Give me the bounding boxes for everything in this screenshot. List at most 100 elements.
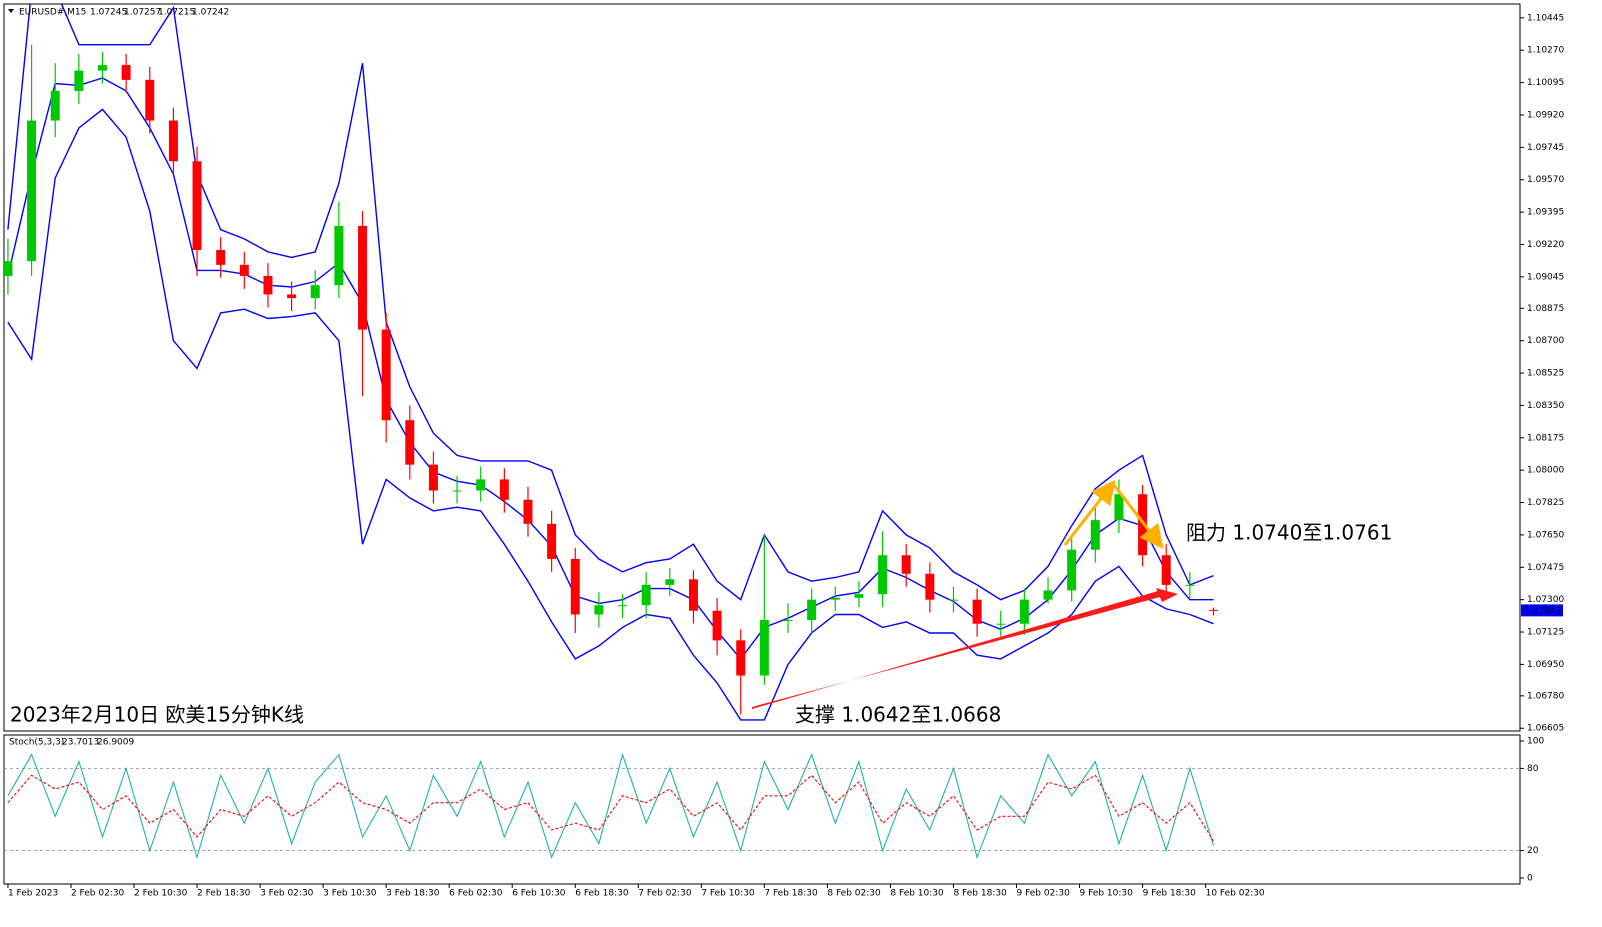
x-tick-label: 7 Feb 18:30 (764, 889, 818, 899)
down-arrow (1112, 484, 1164, 550)
candle-body (996, 623, 1006, 625)
candle-body (523, 499, 533, 524)
y-tick-label: 1.07825 (1527, 498, 1564, 508)
candle-body (712, 610, 722, 641)
y-tick-label: 1.07300 (1527, 595, 1564, 605)
candle-body (263, 275, 273, 295)
candle-body (287, 294, 297, 299)
candle-body (192, 161, 202, 251)
bollinger-upper (7, 4, 1214, 601)
candle-body (901, 555, 911, 574)
header-high: 1.07257 (124, 8, 161, 18)
candle-body (665, 579, 675, 585)
x-tick-label: 3 Feb 10:30 (323, 889, 377, 899)
candle-body (381, 329, 391, 421)
candle-body (428, 464, 438, 491)
candle-body (1090, 520, 1100, 550)
candle-body (1185, 584, 1195, 586)
x-tick-label: 9 Feb 02:30 (1017, 889, 1071, 899)
dropdown-icon (8, 9, 14, 13)
candle-body (570, 558, 580, 615)
candle-body (925, 573, 935, 600)
x-tick-label: 6 Feb 02:30 (449, 889, 503, 899)
candle-body (830, 597, 840, 600)
candle-body (27, 120, 37, 262)
bollinger-lower (7, 108, 1214, 721)
header-open: 1.07245 (90, 8, 127, 18)
candle-body (50, 90, 60, 121)
candle-body (310, 285, 320, 299)
candle-body (736, 640, 746, 676)
y-tick-label: 1.08350 (1527, 401, 1564, 411)
x-tick-label: 8 Feb 02:30 (827, 889, 881, 899)
candle-body (948, 599, 958, 601)
y-tick-label: 0 (1527, 873, 1533, 883)
candle-body (1161, 555, 1171, 585)
stoch-line (7, 774, 1214, 842)
x-tick-label: 2 Feb 10:30 (134, 889, 188, 899)
x-tick-label: 2 Feb 18:30 (197, 889, 251, 899)
candle-body (688, 579, 698, 611)
header-low: 1.07215 (158, 8, 195, 18)
stoch-plot (4, 752, 1520, 860)
y-tick-label: 1.09395 (1527, 208, 1564, 218)
y-tick-label: 1.09220 (1527, 240, 1564, 250)
stoch-line (7, 752, 1215, 860)
y-tick-label: 1.09045 (1527, 272, 1564, 282)
stoch-d-last: 26.9009 (97, 738, 134, 748)
candle-body (972, 599, 982, 624)
y-tick-label: 1.10445 (1527, 13, 1564, 23)
y-tick-label: 1.10095 (1527, 78, 1564, 88)
candle-body (878, 555, 888, 595)
y-tick-label: 80 (1527, 764, 1539, 774)
candle-body (168, 120, 178, 162)
x-tick-label: 6 Feb 10:30 (512, 889, 566, 899)
x-tick-label: 7 Feb 02:30 (638, 889, 692, 899)
y-tick-label: 1.09920 (1527, 110, 1564, 120)
candle-body (499, 479, 509, 500)
candle-body (783, 620, 793, 622)
candle-body (145, 79, 155, 121)
y-tick-label: 1.07125 (1527, 628, 1564, 638)
y-tick-label: 1.08700 (1527, 336, 1564, 346)
x-tick-label: 3 Feb 18:30 (386, 889, 440, 899)
y-tick-label: 1.07475 (1527, 563, 1564, 573)
x-tick-label: 10 Feb 02:30 (1206, 889, 1265, 899)
candle-body (121, 65, 131, 80)
y-tick-label: 1.06780 (1527, 691, 1564, 701)
y-tick-label: 1.08875 (1527, 304, 1564, 314)
candle-body (476, 479, 486, 491)
x-tick-label: 9 Feb 18:30 (1143, 889, 1197, 899)
x-tick-label: 8 Feb 10:30 (890, 889, 944, 899)
header-close: 1.07242 (192, 8, 229, 18)
y-tick-label: 1.08525 (1527, 369, 1564, 379)
candle-body (1208, 609, 1218, 611)
y-tick-label: 1.06950 (1527, 660, 1564, 670)
x-tick-label: 3 Feb 02:30 (260, 889, 314, 899)
x-tick-label: 8 Feb 18:30 (953, 889, 1007, 899)
bollinger-middle (7, 77, 1214, 661)
x-tick-label: 1 Feb 2023 (8, 889, 58, 899)
candle-body (358, 225, 368, 330)
symbol-title: EURUSD#,M15 (19, 8, 86, 18)
x-tick-label: 2 Feb 02:30 (71, 889, 125, 899)
stoch-panel (3, 734, 1521, 885)
candle-body (1067, 549, 1077, 591)
support-trend-arrow (752, 591, 1160, 709)
chart-annotation: 2023年2月10日 欧美15分钟K线 (10, 703, 304, 727)
y-tick-label: 1.07650 (1527, 530, 1564, 540)
candle-body (594, 605, 604, 615)
candle-body (98, 65, 107, 71)
candle-body (334, 225, 344, 286)
y-tick-label: 1.10270 (1527, 46, 1564, 56)
candle-body (1043, 590, 1053, 600)
candle-body (405, 420, 415, 465)
candle-body (854, 594, 864, 598)
y-tick-label: 100 (1527, 737, 1544, 747)
y-tick-label: 1.08175 (1527, 433, 1564, 443)
y-tick-label: 1.08000 (1527, 466, 1564, 476)
x-tick-label: 6 Feb 18:30 (575, 889, 629, 899)
stoch-title: Stoch(5,3,3) (9, 738, 64, 748)
x-tick-label: 7 Feb 10:30 (701, 889, 755, 899)
candle-body (4, 261, 13, 276)
